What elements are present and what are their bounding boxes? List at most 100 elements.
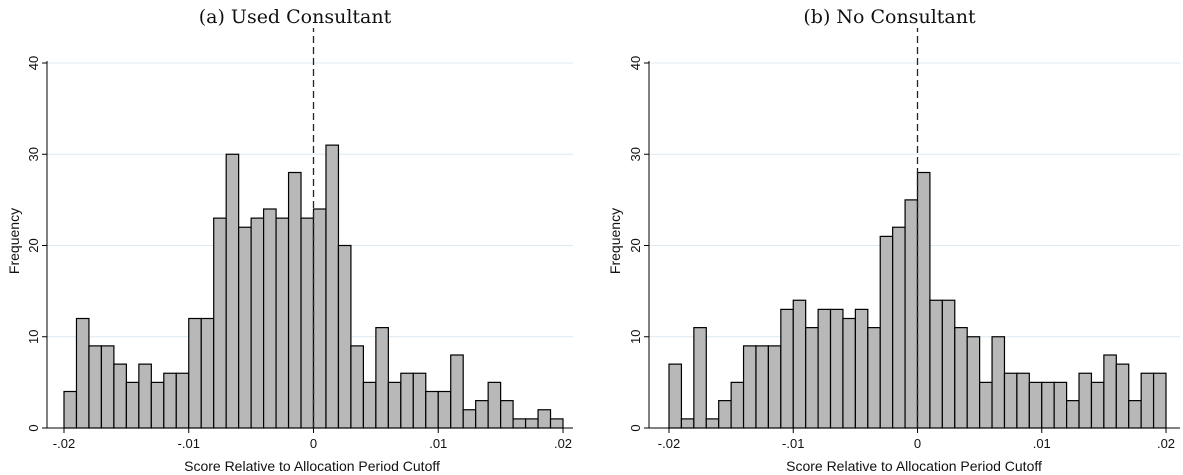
x-tick-label: -.01: [782, 436, 804, 451]
histogram-bar: [524, 418, 539, 429]
histogram-bar: [475, 400, 489, 429]
histogram-bar: [829, 308, 844, 429]
histogram-bar: [63, 390, 78, 429]
histogram-bar: [188, 317, 202, 429]
x-tick-label: .01: [429, 436, 447, 451]
histogram-bar: [892, 226, 906, 429]
x-tick-label: -.01: [178, 436, 200, 451]
histogram-bar: [1140, 372, 1155, 429]
chart-title: (a) Used Consultant: [198, 6, 392, 28]
x-tick-label: 0: [310, 436, 317, 451]
histogram-bar: [250, 217, 265, 429]
histogram-bar: [238, 226, 252, 429]
histogram-bar: [867, 327, 881, 429]
histogram-bar: [500, 400, 514, 429]
histogram-bar: [1028, 381, 1043, 429]
x-tick-label: -.02: [658, 436, 680, 451]
histogram-bar: [75, 317, 90, 429]
panel-no-consultant: (b) No Consultant Frequency Score Relati…: [596, 0, 1183, 475]
x-tick-label: .02: [1157, 436, 1175, 451]
histogram-bar: [916, 171, 931, 429]
y-tick-label: 10: [628, 330, 643, 344]
histogram-bar: [100, 345, 115, 429]
histogram-bar: [668, 363, 683, 429]
histogram-bar: [225, 153, 240, 429]
histogram-bar: [150, 381, 165, 429]
histogram-bar: [904, 199, 919, 429]
panel-used-consultant: (a) Used Consultant Frequency Score Rela…: [0, 0, 590, 475]
histogram-bar: [462, 409, 477, 429]
y-tick-label: 10: [26, 330, 41, 344]
histogram-bar: [350, 345, 364, 429]
histogram-bar: [979, 381, 993, 429]
histogram-bar: [854, 308, 869, 429]
x-tick-label: .02: [554, 436, 572, 451]
histogram-bar: [1115, 363, 1130, 429]
histogram-bar: [1128, 400, 1142, 429]
histogram-bar: [705, 418, 720, 429]
histogram-bar: [1078, 372, 1093, 429]
histogram-bar: [1066, 400, 1080, 429]
x-tick-label: -.02: [53, 436, 75, 451]
chart-title: (b) No Consultant: [803, 6, 976, 28]
histogram-bar: [718, 400, 732, 429]
x-tick-label: 0: [914, 436, 921, 451]
x-tick-label: .01: [1033, 436, 1051, 451]
histogram-bar: [387, 381, 402, 429]
histogram-chart: Frequency Score Relative to Allocation P…: [6, 28, 573, 474]
histogram-bar: [450, 354, 464, 429]
y-axis-label: Frequency: [607, 208, 623, 274]
histogram-bar: [125, 381, 140, 429]
histogram-bar: [213, 217, 227, 429]
histogram-bar: [88, 345, 103, 429]
histogram-bar: [549, 418, 564, 429]
y-tick-label: 40: [26, 56, 41, 70]
histogram-bar: [941, 299, 956, 429]
histogram-bar: [1041, 381, 1055, 429]
histogram-bar: [929, 299, 943, 429]
histogram-bar: [780, 308, 794, 429]
y-tick-label: 20: [628, 238, 643, 252]
x-axis-label: Score Relative to Allocation Period Cuto…: [786, 458, 1042, 474]
y-tick-label: 40: [628, 56, 643, 70]
histogram-bar: [287, 171, 302, 429]
histogram-bar: [1003, 372, 1018, 429]
histogram-bar: [1053, 381, 1068, 429]
histogram-bar: [767, 345, 782, 429]
histogram-bar: [792, 299, 807, 429]
histogram-bar: [537, 409, 552, 429]
histogram-bar: [337, 244, 352, 429]
histogram-bar: [680, 418, 695, 429]
histogram-bar: [1152, 372, 1167, 429]
histogram-bar: [412, 372, 427, 429]
bars: [63, 144, 564, 429]
histogram-bar: [742, 345, 757, 429]
histogram-bar: [512, 418, 527, 429]
histogram-bar: [487, 381, 502, 429]
histogram-bar: [954, 327, 968, 429]
axes: 0 10 20 30 40 -.02 -.01 0 .01 .02: [628, 56, 1180, 451]
histogram-bar: [755, 345, 770, 429]
histogram-bar: [1016, 372, 1030, 429]
bars: [668, 171, 1167, 429]
histogram-bar: [163, 372, 177, 429]
histogram-bar: [1103, 354, 1117, 429]
histogram-bar: [966, 336, 981, 429]
histogram-bar: [300, 217, 315, 429]
histogram-bar: [991, 336, 1006, 429]
y-tick-label: 0: [628, 424, 643, 431]
y-tick-label: 30: [628, 147, 643, 161]
histogram-bar: [138, 363, 152, 429]
histogram-bar: [113, 363, 127, 429]
histogram-bar: [375, 327, 389, 429]
histogram-bar: [362, 381, 377, 429]
y-tick-label: 30: [26, 147, 41, 161]
y-axis-label: Frequency: [6, 208, 22, 274]
histogram-chart: Frequency Score Relative to Allocation P…: [607, 28, 1180, 474]
histogram-bar: [275, 217, 290, 429]
histogram-bar: [805, 327, 819, 429]
histogram-bar: [325, 144, 340, 429]
histogram-bar: [693, 327, 707, 429]
y-tick-label: 20: [26, 238, 41, 252]
histogram-bar: [817, 308, 832, 429]
